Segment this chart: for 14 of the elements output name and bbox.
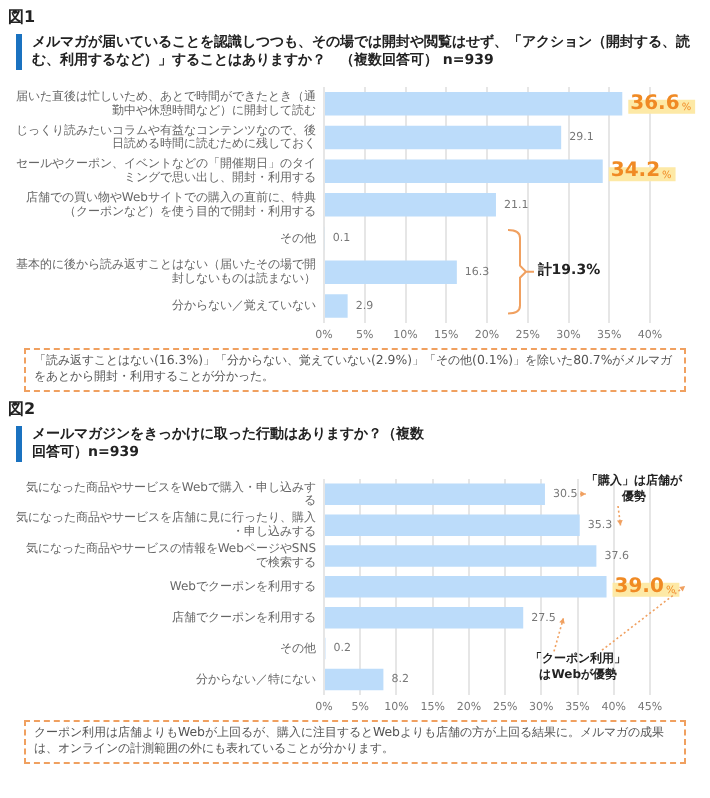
bar — [325, 606, 524, 629]
caption: 図2 — [8, 398, 38, 420]
bar — [325, 483, 545, 506]
bar — [325, 260, 457, 284]
bar — [325, 159, 603, 183]
caption: 図1 — [8, 6, 38, 28]
bar — [325, 514, 580, 536]
bar — [325, 92, 623, 116]
bar — [325, 576, 607, 598]
bar — [325, 668, 384, 691]
bar — [325, 125, 562, 150]
bar — [325, 294, 348, 318]
bar — [325, 193, 496, 217]
bar — [325, 545, 597, 567]
